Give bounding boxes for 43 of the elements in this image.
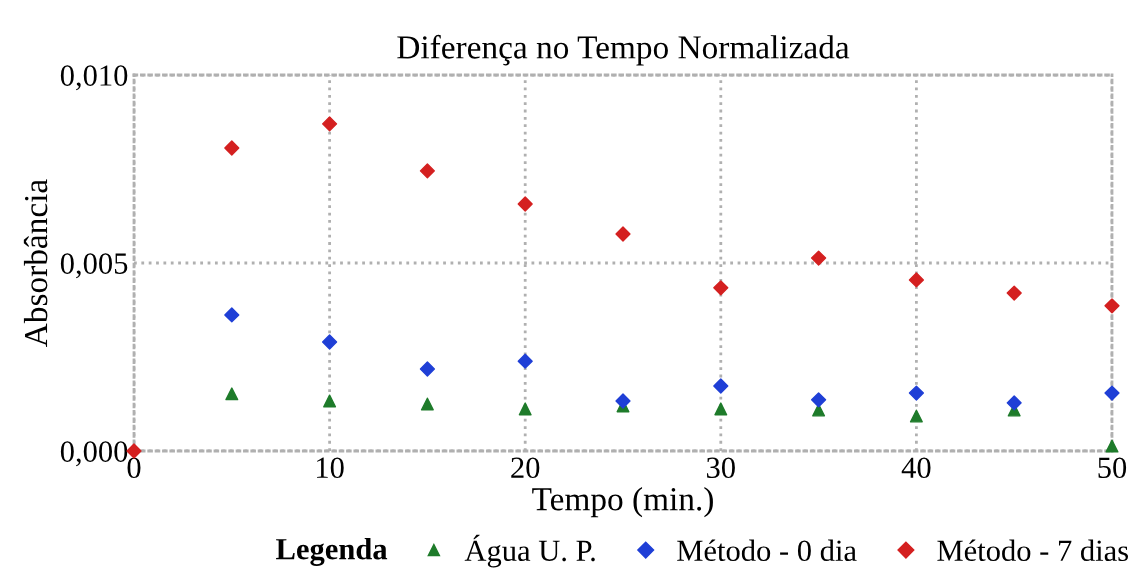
point <box>321 116 338 132</box>
legend-label: Água U. P. <box>464 534 595 568</box>
point <box>419 361 436 377</box>
x-tick-label: 0 <box>127 457 141 479</box>
point <box>323 394 337 408</box>
point <box>1105 439 1119 453</box>
point <box>615 226 631 242</box>
point <box>908 385 925 401</box>
point <box>321 334 338 350</box>
y-axis-title: Absorbância <box>23 179 48 347</box>
legend-label: Método - 7 dias <box>937 539 1129 562</box>
point <box>1006 395 1022 411</box>
point <box>615 393 631 409</box>
x-tick-label: 30 <box>706 457 735 479</box>
y-tick-label: 0,005 <box>60 253 128 279</box>
point <box>1006 285 1022 301</box>
point <box>714 402 728 416</box>
point <box>713 378 729 394</box>
point <box>810 392 827 408</box>
x-tick-label: 40 <box>901 457 931 479</box>
chart-title: Diferença no Tempo Normalizada <box>397 34 850 66</box>
point <box>419 163 436 179</box>
point <box>225 387 239 401</box>
x-tick-label: 10 <box>317 457 344 479</box>
point <box>420 397 434 411</box>
point <box>810 250 827 266</box>
y-tick-label: 0,010 <box>60 65 128 91</box>
point <box>517 353 533 369</box>
point <box>224 140 240 156</box>
point <box>908 272 925 288</box>
point <box>1104 385 1120 401</box>
point <box>224 307 240 323</box>
legend-label: Método - 0 dia <box>677 539 857 562</box>
point <box>518 402 532 416</box>
point <box>517 196 533 212</box>
x-tick-label: 50 <box>1098 457 1127 479</box>
x-axis-title: Tempo (min.) <box>532 487 713 518</box>
x-tick-label: 20 <box>511 457 540 479</box>
y-tick-label: 0,000 <box>60 441 128 467</box>
legend-title: Legenda <box>276 537 388 566</box>
point <box>1104 298 1120 314</box>
point <box>909 409 923 423</box>
point <box>713 280 729 296</box>
